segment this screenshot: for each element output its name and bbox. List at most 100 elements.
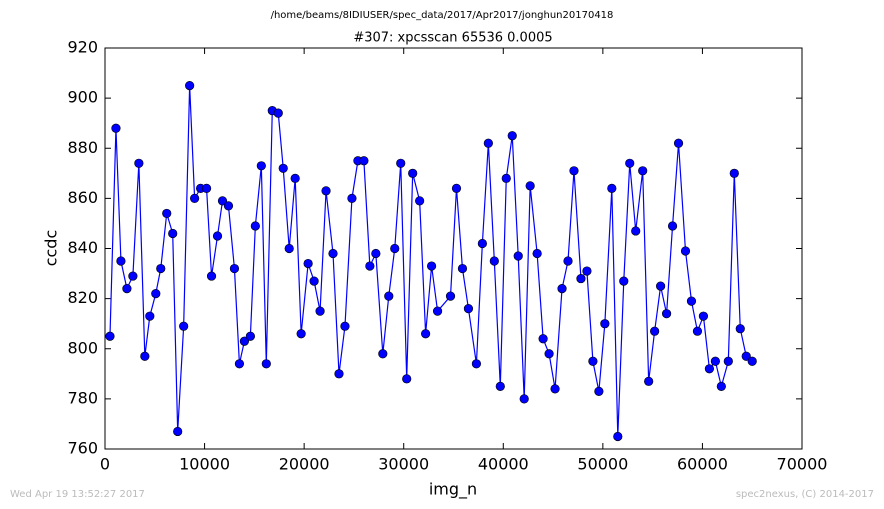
data-point [661, 309, 672, 319]
data-point [656, 281, 666, 291]
data-point [402, 374, 412, 384]
data-point [576, 273, 586, 284]
data-point [290, 173, 300, 183]
data-point [168, 228, 178, 239]
data-point [334, 369, 344, 379]
suptitle: /home/beams/8IDIUSER/spec_data/2017/Apr2… [271, 10, 614, 21]
data-point [116, 256, 126, 266]
data-point [445, 291, 456, 301]
data-point [704, 364, 714, 374]
data-point [747, 356, 757, 366]
data-point [513, 251, 523, 261]
data-point [245, 331, 255, 341]
data-point [261, 359, 271, 369]
data-point [328, 248, 338, 259]
data-point [250, 221, 260, 231]
x-axis-label: img_n [429, 480, 477, 500]
data-point [741, 351, 751, 361]
data-point [239, 336, 249, 346]
data-point [303, 258, 313, 269]
data-point [122, 284, 132, 294]
data-line [109, 85, 753, 437]
data-point [359, 156, 369, 166]
data-point [378, 349, 388, 359]
y-tick-label: 780 [67, 388, 98, 407]
data-point [111, 123, 121, 133]
data-point [673, 138, 684, 148]
data-point [151, 289, 161, 299]
data-point [607, 183, 617, 193]
x-tick-label: 20000 [279, 455, 330, 474]
y-tick-label: 920 [67, 38, 98, 57]
data-point [426, 261, 437, 271]
data-point [256, 161, 266, 171]
data-point [278, 163, 288, 173]
plot-frame [104, 47, 803, 450]
y-axis-label: ccdc [42, 230, 61, 267]
data-point [544, 349, 554, 359]
x-tick-label: 60000 [677, 455, 728, 474]
data-point [145, 311, 155, 321]
data-point [105, 331, 115, 341]
data-point [229, 263, 240, 274]
data-point [140, 351, 150, 361]
data-point [415, 196, 425, 206]
footer-left: Wed Apr 19 13:52:27 2017 [10, 489, 145, 500]
data-point [550, 384, 560, 394]
chart-title: #307: xpcsscan 65536 0.0005 [353, 31, 552, 46]
y-tick-label: 840 [67, 238, 98, 257]
data-point [296, 329, 306, 339]
data-point [421, 329, 431, 339]
data-point [134, 158, 144, 168]
data-point [365, 261, 375, 271]
data-point [631, 226, 641, 236]
data-point [613, 431, 623, 442]
data-point [471, 359, 482, 369]
data-point [457, 263, 468, 274]
y-tick-label: 900 [67, 88, 98, 107]
x-tick-label: 40000 [478, 455, 529, 474]
data-point [185, 80, 195, 91]
y-tick-label: 820 [67, 288, 98, 307]
y-tick-label: 760 [67, 439, 98, 458]
data-point [638, 166, 648, 176]
data-point [315, 306, 325, 316]
y-tick-label: 860 [67, 188, 98, 207]
data-point [525, 181, 535, 191]
data-point [582, 266, 592, 276]
data-point [477, 238, 487, 249]
data-point [569, 166, 579, 176]
data-point [495, 381, 505, 391]
data-point [489, 256, 499, 266]
footer-right: spec2nexus, (C) 2014-2017 [736, 489, 874, 500]
y-tick-label: 880 [67, 138, 98, 157]
data-point [234, 359, 245, 369]
y-tick-label: 800 [67, 338, 98, 357]
x-tick-label: 0 [100, 455, 110, 474]
data-point [692, 326, 703, 336]
data-point [223, 201, 234, 211]
data-point [340, 321, 350, 331]
data-point [396, 158, 406, 168]
data-point [519, 394, 529, 404]
x-tick-label: 70000 [777, 455, 828, 474]
data-point [173, 426, 183, 437]
data-point [483, 138, 493, 148]
data-point [162, 208, 172, 219]
data-point [594, 386, 604, 396]
data-point [432, 306, 443, 316]
data-point [532, 248, 542, 259]
data-point [686, 296, 697, 306]
data-point [463, 304, 474, 314]
data-point [644, 376, 654, 386]
data-point [538, 334, 548, 344]
data-point [716, 381, 726, 391]
data-point [680, 246, 691, 256]
data-point [600, 319, 610, 329]
data-point [201, 183, 212, 193]
data-point [729, 168, 739, 178]
data-point [650, 326, 660, 336]
data-point [451, 183, 462, 193]
